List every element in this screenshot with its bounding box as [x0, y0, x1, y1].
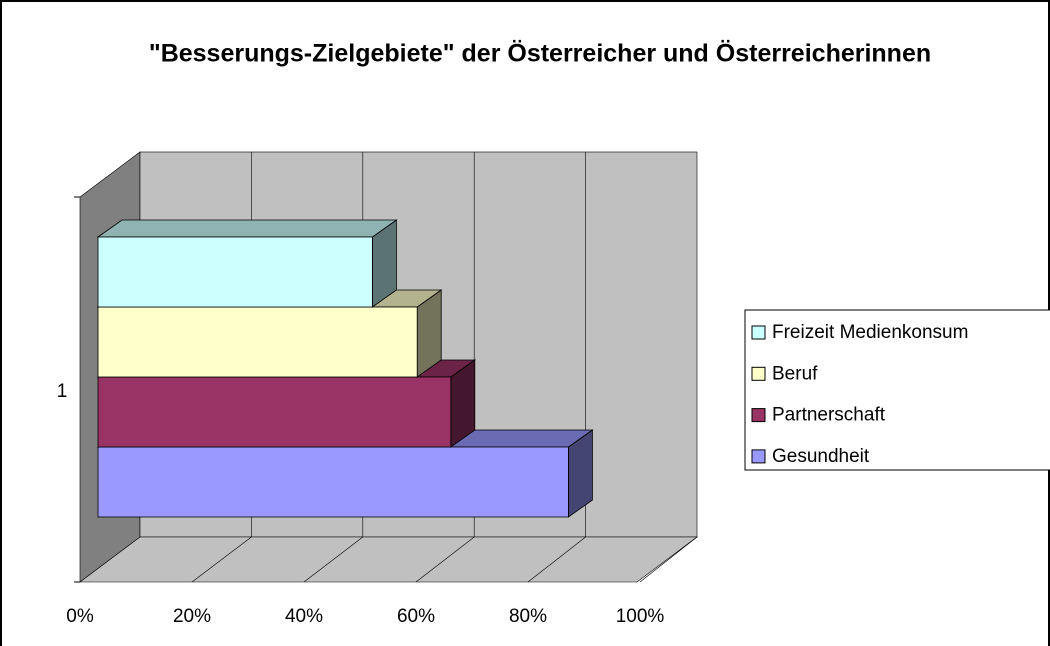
legend-label: Freizeit Medienkonsum — [772, 322, 968, 343]
x-tick-label: 0% — [66, 606, 94, 627]
legend-label: Beruf — [772, 363, 818, 384]
x-tick-label: 60% — [397, 606, 435, 627]
x-tick-label: 20% — [173, 606, 211, 627]
chart-title-line1: "Besserungs-Zielgebiete" der Österreiche… — [149, 39, 931, 68]
bar — [97, 376, 452, 448]
legend-swatch — [751, 325, 766, 340]
x-tick-label: 80% — [509, 606, 547, 627]
legend-swatch — [751, 366, 766, 381]
floor — [79, 536, 698, 583]
legend-swatch — [751, 408, 766, 423]
bar — [97, 446, 569, 518]
x-tick-label: 100% — [616, 606, 665, 627]
grid-line — [303, 536, 363, 583]
legend-swatch — [751, 449, 766, 464]
bar — [97, 236, 373, 308]
grid-line — [527, 536, 586, 583]
x-tick-label: 40% — [285, 606, 323, 627]
y-tick-label: 1 — [57, 381, 68, 402]
grid-line — [415, 536, 475, 583]
legend — [744, 309, 1050, 471]
legend-label: Gesundheit — [772, 446, 870, 467]
grid-line — [639, 536, 698, 583]
bar — [97, 306, 418, 378]
grid-line — [191, 536, 252, 583]
bar-top — [96, 219, 398, 238]
legend-label: Partnerschaft — [772, 405, 886, 426]
